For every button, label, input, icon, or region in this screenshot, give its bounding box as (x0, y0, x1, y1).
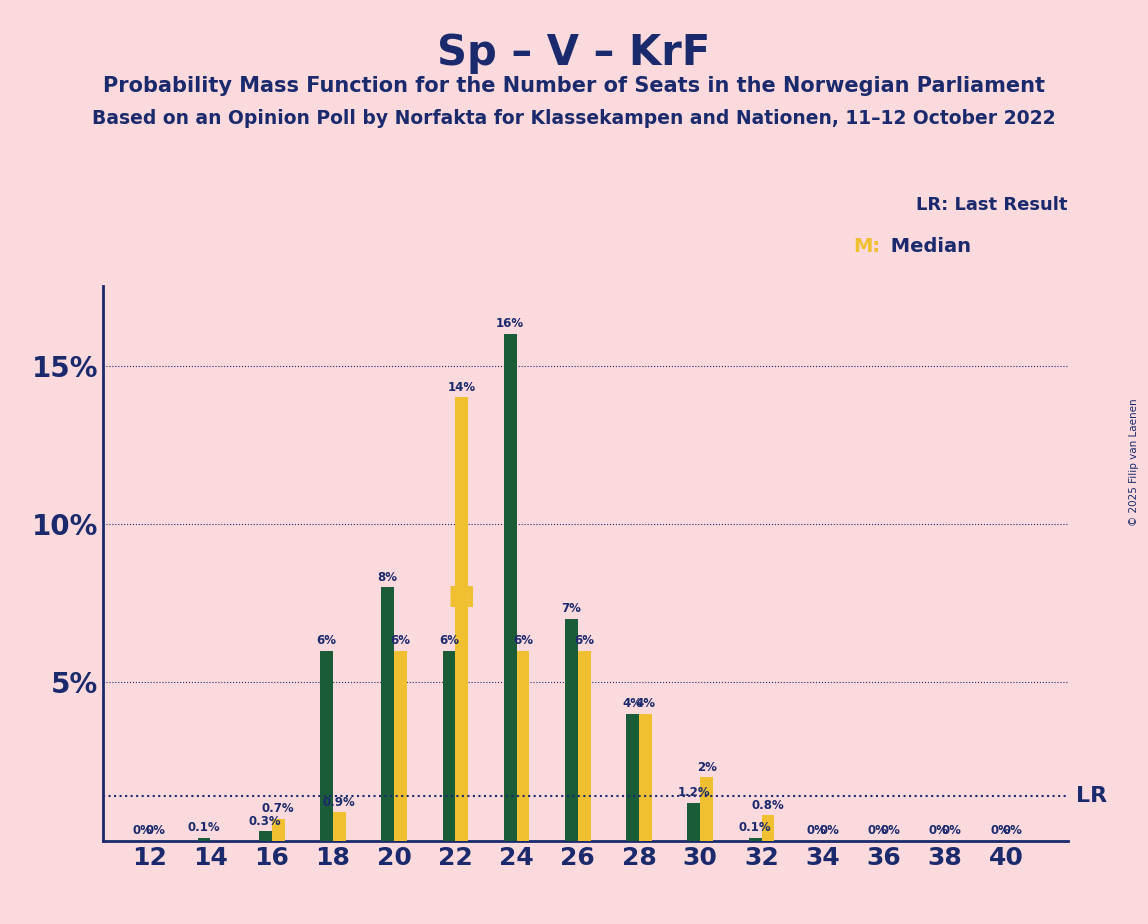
Text: 6%: 6% (390, 634, 411, 647)
Text: 0%: 0% (929, 824, 948, 837)
Bar (320, 650, 333, 841)
Bar (565, 619, 577, 841)
Bar (748, 838, 761, 841)
Text: 0.9%: 0.9% (323, 796, 356, 808)
Text: 14%: 14% (448, 381, 476, 394)
Text: 0%: 0% (990, 824, 1010, 837)
Text: LR: LR (1076, 786, 1107, 807)
Bar (577, 650, 591, 841)
Bar (272, 819, 285, 841)
Text: 7%: 7% (561, 602, 581, 615)
Bar (456, 397, 468, 841)
Text: 0%: 0% (146, 824, 165, 837)
Bar (639, 714, 652, 841)
Text: M: M (448, 585, 475, 613)
Text: 6%: 6% (513, 634, 533, 647)
Text: Median: Median (884, 237, 971, 256)
Text: 1.2%: 1.2% (677, 786, 711, 799)
Bar (517, 650, 529, 841)
Bar (197, 838, 210, 841)
Bar (761, 816, 775, 841)
Text: 0.1%: 0.1% (739, 821, 771, 833)
Text: 0%: 0% (881, 824, 900, 837)
Text: © 2025 Filip van Laenen: © 2025 Filip van Laenen (1130, 398, 1139, 526)
Text: Sp – V – KrF: Sp – V – KrF (437, 32, 711, 74)
Text: 0%: 0% (1003, 824, 1023, 837)
Text: 8%: 8% (378, 571, 397, 584)
Text: 0%: 0% (806, 824, 827, 837)
Text: 0.3%: 0.3% (249, 815, 281, 828)
Bar (700, 777, 713, 841)
Text: 0.1%: 0.1% (188, 821, 220, 833)
Text: 6%: 6% (317, 634, 336, 647)
Text: 0%: 0% (133, 824, 153, 837)
Text: 0.7%: 0.7% (262, 802, 294, 815)
Text: 0%: 0% (868, 824, 887, 837)
Bar (394, 650, 408, 841)
Bar (381, 588, 394, 841)
Bar (258, 832, 272, 841)
Text: 2%: 2% (697, 760, 716, 773)
Text: 0%: 0% (941, 824, 962, 837)
Text: M:: M: (854, 237, 881, 256)
Bar (333, 812, 346, 841)
Text: 6%: 6% (439, 634, 459, 647)
Text: 6%: 6% (574, 634, 595, 647)
Text: 16%: 16% (496, 317, 525, 330)
Bar (688, 803, 700, 841)
Text: 4%: 4% (636, 698, 656, 711)
Text: Probability Mass Function for the Number of Seats in the Norwegian Parliament: Probability Mass Function for the Number… (103, 76, 1045, 96)
Bar (442, 650, 456, 841)
Bar (626, 714, 639, 841)
Text: LR: Last Result: LR: Last Result (916, 197, 1068, 214)
Text: 0.8%: 0.8% (752, 798, 784, 811)
Text: Based on an Opinion Poll by Norfakta for Klassekampen and Nationen, 11–12 Octobe: Based on an Opinion Poll by Norfakta for… (92, 109, 1056, 128)
Bar (504, 334, 517, 841)
Text: 0%: 0% (820, 824, 839, 837)
Text: 4%: 4% (622, 698, 643, 711)
